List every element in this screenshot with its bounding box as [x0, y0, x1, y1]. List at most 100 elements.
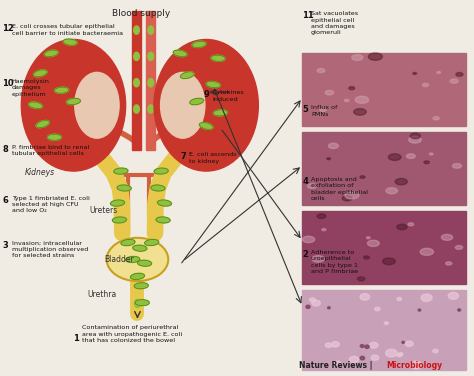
Ellipse shape: [395, 179, 407, 185]
Ellipse shape: [148, 26, 154, 34]
Ellipse shape: [328, 143, 338, 149]
Ellipse shape: [126, 256, 140, 262]
Ellipse shape: [130, 273, 145, 279]
Text: 12: 12: [2, 24, 14, 33]
Ellipse shape: [34, 70, 47, 77]
Ellipse shape: [409, 136, 421, 143]
Ellipse shape: [368, 53, 383, 60]
Ellipse shape: [112, 217, 127, 223]
Text: 10: 10: [2, 79, 14, 88]
Bar: [302, 53, 466, 126]
Ellipse shape: [410, 133, 420, 139]
Ellipse shape: [422, 83, 428, 86]
Ellipse shape: [399, 353, 403, 356]
Ellipse shape: [134, 52, 139, 61]
Ellipse shape: [47, 134, 62, 140]
Ellipse shape: [192, 41, 206, 47]
Text: Sat vacuolates
epithelial cell
and damages
glomeruli: Sat vacuolates epithelial cell and damag…: [311, 11, 358, 35]
Ellipse shape: [322, 229, 326, 231]
Ellipse shape: [134, 283, 148, 289]
Ellipse shape: [312, 256, 325, 262]
Ellipse shape: [66, 99, 81, 105]
Ellipse shape: [328, 307, 330, 309]
Ellipse shape: [349, 356, 359, 362]
Bar: [302, 132, 466, 205]
Text: 11: 11: [302, 11, 314, 20]
Ellipse shape: [407, 154, 415, 158]
Ellipse shape: [28, 102, 43, 109]
Ellipse shape: [453, 164, 462, 168]
Ellipse shape: [405, 341, 413, 346]
Ellipse shape: [211, 55, 225, 61]
Ellipse shape: [384, 322, 389, 324]
Text: E. coli ascends
to kidney: E. coli ascends to kidney: [189, 152, 236, 164]
Ellipse shape: [148, 79, 154, 87]
Ellipse shape: [420, 248, 434, 255]
Ellipse shape: [345, 191, 359, 199]
Ellipse shape: [456, 73, 463, 76]
Ellipse shape: [206, 82, 220, 88]
Ellipse shape: [137, 260, 152, 266]
Ellipse shape: [133, 245, 147, 251]
Ellipse shape: [429, 153, 433, 155]
Ellipse shape: [44, 50, 58, 57]
Text: P. fimbriae bind to renal
tubular epithelial cells: P. fimbriae bind to renal tubular epithe…: [12, 145, 89, 156]
Ellipse shape: [36, 120, 49, 128]
Text: Apoptosis and
exfoliation of
bladder epithelial
cells: Apoptosis and exfoliation of bladder epi…: [311, 177, 368, 201]
Text: Microbiology: Microbiology: [386, 361, 442, 370]
Ellipse shape: [156, 217, 170, 223]
Ellipse shape: [365, 345, 369, 349]
Ellipse shape: [145, 240, 159, 246]
Text: Ureters: Ureters: [89, 206, 118, 215]
Ellipse shape: [157, 200, 172, 206]
Ellipse shape: [134, 79, 139, 87]
Text: Cytokines
induced: Cytokines induced: [212, 90, 244, 102]
Text: 8: 8: [2, 145, 8, 154]
Text: Adherence to
uroepithelial
cells by type 1
and P fimbriae: Adherence to uroepithelial cells by type…: [311, 250, 358, 274]
Ellipse shape: [331, 341, 339, 347]
Ellipse shape: [352, 55, 363, 61]
Ellipse shape: [360, 344, 364, 347]
Ellipse shape: [63, 39, 77, 45]
Ellipse shape: [320, 109, 326, 112]
Ellipse shape: [306, 305, 310, 308]
Ellipse shape: [327, 158, 330, 160]
Ellipse shape: [458, 309, 461, 311]
Ellipse shape: [448, 292, 458, 299]
Ellipse shape: [325, 343, 332, 347]
Ellipse shape: [134, 105, 139, 113]
Text: Kidneys: Kidneys: [25, 168, 55, 177]
Ellipse shape: [367, 240, 379, 247]
Ellipse shape: [349, 86, 355, 90]
Text: 1: 1: [73, 334, 79, 343]
Ellipse shape: [55, 87, 69, 93]
Ellipse shape: [441, 234, 453, 240]
Ellipse shape: [424, 161, 429, 164]
Ellipse shape: [408, 223, 414, 226]
Ellipse shape: [360, 176, 365, 178]
Ellipse shape: [148, 105, 154, 113]
Text: Bladder: Bladder: [104, 255, 134, 264]
Ellipse shape: [410, 361, 422, 369]
Ellipse shape: [110, 200, 125, 206]
Ellipse shape: [161, 73, 205, 138]
Ellipse shape: [200, 123, 213, 129]
Ellipse shape: [385, 349, 397, 357]
Ellipse shape: [317, 68, 325, 73]
Ellipse shape: [402, 341, 404, 343]
Text: Nature Reviews |: Nature Reviews |: [299, 361, 375, 370]
Ellipse shape: [135, 299, 140, 308]
Text: 9: 9: [204, 90, 210, 99]
Ellipse shape: [117, 185, 131, 191]
Text: Contamination of periurethral
area with uropathogenic E. coli
that has colonized: Contamination of periurethral area with …: [82, 325, 182, 343]
Text: Invasion; intracellular
multiplication observed
for selected strains: Invasion; intracellular multiplication o…: [12, 241, 88, 258]
Ellipse shape: [357, 277, 365, 281]
Text: 6: 6: [2, 196, 8, 205]
Text: Type 1 fimbriated E. coli
selected at high CFU
and low O₂: Type 1 fimbriated E. coli selected at hi…: [12, 196, 90, 213]
Text: Urethra: Urethra: [87, 290, 117, 299]
Ellipse shape: [433, 117, 439, 120]
Text: 4: 4: [302, 177, 308, 186]
Text: 5: 5: [302, 105, 308, 114]
Text: 7: 7: [180, 152, 186, 161]
Ellipse shape: [114, 168, 128, 174]
